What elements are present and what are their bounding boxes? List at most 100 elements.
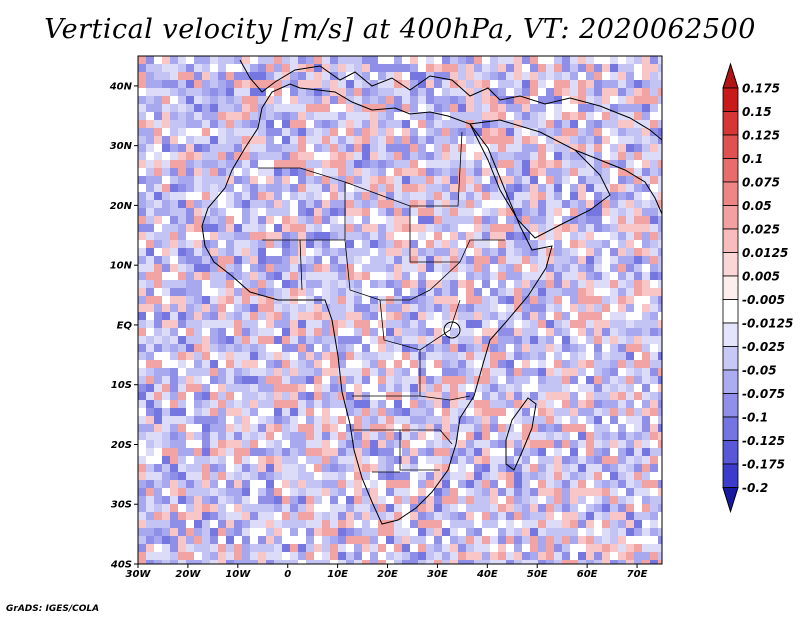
- field-cell: [170, 344, 178, 352]
- field-cell: [330, 280, 338, 288]
- field-cell: [202, 56, 210, 64]
- field-cell: [218, 560, 226, 564]
- field-cell: [658, 72, 662, 80]
- field-cell: [634, 128, 642, 136]
- field-cell: [386, 384, 394, 392]
- field-cell: [226, 264, 234, 272]
- field-cell: [530, 104, 538, 112]
- field-cell: [138, 120, 146, 128]
- field-cell: [370, 112, 378, 120]
- field-cell: [410, 536, 418, 544]
- field-cell: [314, 424, 322, 432]
- field-cell: [490, 232, 498, 240]
- field-cell: [490, 248, 498, 256]
- field-cell: [570, 488, 578, 496]
- field-cell: [234, 416, 242, 424]
- field-cell: [378, 536, 386, 544]
- field-cell: [266, 216, 274, 224]
- field-cell: [258, 360, 266, 368]
- field-cell: [586, 232, 594, 240]
- field-cell: [474, 520, 482, 528]
- field-cell: [146, 56, 154, 64]
- field-cell: [226, 472, 234, 480]
- field-cell: [490, 304, 498, 312]
- field-cell: [634, 384, 642, 392]
- field-cell: [586, 264, 594, 272]
- field-cell: [626, 232, 634, 240]
- field-cell: [338, 464, 346, 472]
- field-cell: [498, 280, 506, 288]
- field-cell: [290, 248, 298, 256]
- field-cell: [658, 360, 662, 368]
- field-cell: [154, 464, 162, 472]
- field-cell: [186, 384, 194, 392]
- longitude-axis: 30W 20W 10W 0 10E 20E 30E 40E 50E 60E 70E: [126, 564, 648, 580]
- field-cell: [554, 192, 562, 200]
- field-cell: [578, 536, 586, 544]
- field-cell: [250, 112, 258, 120]
- field-cell: [418, 296, 426, 304]
- field-cell: [602, 408, 610, 416]
- field-cell: [578, 96, 586, 104]
- field-cell: [202, 440, 210, 448]
- field-cell: [202, 128, 210, 136]
- field-cell: [290, 64, 298, 72]
- field-cell: [250, 128, 258, 136]
- field-cell: [602, 72, 610, 80]
- field-cell: [378, 496, 386, 504]
- field-cell: [410, 200, 418, 208]
- field-cell: [482, 168, 490, 176]
- field-cell: [578, 472, 586, 480]
- field-cell: [626, 528, 634, 536]
- field-cell: [410, 168, 418, 176]
- field-cell: [434, 360, 442, 368]
- field-cell: [490, 104, 498, 112]
- field-cell: [642, 128, 650, 136]
- field-cell: [274, 280, 282, 288]
- field-cell: [154, 88, 162, 96]
- field-cell: [218, 144, 226, 152]
- field-cell: [354, 168, 362, 176]
- field-cell: [466, 464, 474, 472]
- field-cell: [370, 184, 378, 192]
- field-cell: [194, 352, 202, 360]
- field-cell: [634, 520, 642, 528]
- field-cell: [490, 272, 498, 280]
- field-cell: [650, 336, 658, 344]
- field-cell: [490, 384, 498, 392]
- field-cell: [138, 288, 146, 296]
- field-cell: [642, 216, 650, 224]
- field-cell: [482, 128, 490, 136]
- field-cell: [154, 208, 162, 216]
- field-cell: [386, 120, 394, 128]
- field-cell: [498, 264, 506, 272]
- field-cell: [402, 552, 410, 560]
- field-cell: [466, 112, 474, 120]
- field-cell: [650, 416, 658, 424]
- field-cell: [578, 504, 586, 512]
- field-cell: [658, 432, 662, 440]
- field-cell: [338, 544, 346, 552]
- field-cell: [386, 80, 394, 88]
- field-cell: [306, 472, 314, 480]
- field-cell: [314, 304, 322, 312]
- field-cell: [658, 144, 662, 152]
- field-cell: [538, 216, 546, 224]
- field-cell: [578, 408, 586, 416]
- field-cell: [418, 64, 426, 72]
- field-cell: [394, 136, 402, 144]
- field-cell: [402, 424, 410, 432]
- field-cell: [386, 112, 394, 120]
- field-cell: [322, 144, 330, 152]
- field-cell: [570, 520, 578, 528]
- field-cell: [586, 504, 594, 512]
- field-cell: [386, 240, 394, 248]
- field-cell: [490, 472, 498, 480]
- field-cell: [586, 104, 594, 112]
- field-cell: [402, 280, 410, 288]
- field-cell: [154, 552, 162, 560]
- field-cell: [442, 136, 450, 144]
- field-cell: [538, 448, 546, 456]
- field-cell: [482, 112, 490, 120]
- field-cell: [546, 88, 554, 96]
